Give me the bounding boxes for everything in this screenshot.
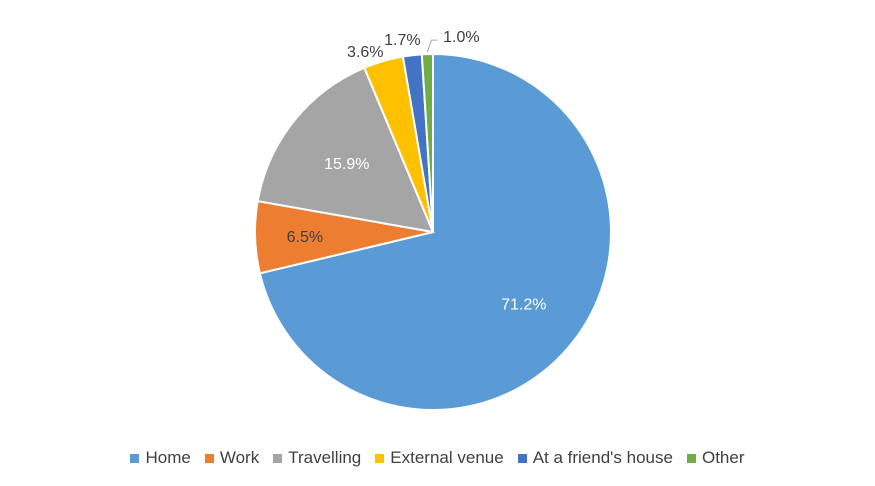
legend-label: External venue	[390, 448, 504, 467]
legend-label: At a friend's house	[532, 448, 673, 467]
legend-label: Other	[701, 448, 745, 467]
legend-swatch	[130, 453, 140, 463]
data-label-home: 71.2%	[501, 297, 546, 314]
data-label-travelling: 15.9%	[324, 156, 369, 173]
legend-label: Home	[145, 448, 191, 467]
legend-swatch	[517, 453, 527, 463]
legend-item-home: Home	[130, 448, 191, 468]
legend-item-external-venue: External venue	[375, 448, 504, 468]
pie-slice-home	[258, 52, 612, 411]
legend-item-at-a-friend-s-house: At a friend's house	[517, 448, 673, 468]
pie-slice-other	[420, 52, 434, 233]
legend-item-other: Other	[686, 448, 745, 468]
data-label-at-a-friend-s-house: 1.7%	[384, 32, 420, 49]
legend-swatch	[273, 453, 283, 463]
legend-item-travelling: Travelling	[273, 448, 361, 468]
data-label-external-venue: 3.6%	[347, 44, 383, 61]
data-label-other: 1.0%	[443, 29, 479, 46]
legend-swatch	[686, 453, 696, 463]
leader-line-other	[426, 39, 438, 53]
legend-swatch	[375, 453, 385, 463]
legend-label: Travelling	[288, 448, 362, 467]
legend-item-work: Work	[204, 448, 260, 468]
data-label-work: 6.5%	[287, 229, 323, 246]
legend-label: Work	[219, 448, 260, 467]
legend-swatch	[204, 453, 214, 463]
legend: Home Work Travelling External venue At a fri…	[0, 448, 875, 468]
pie-slice-travelling	[256, 66, 435, 234]
